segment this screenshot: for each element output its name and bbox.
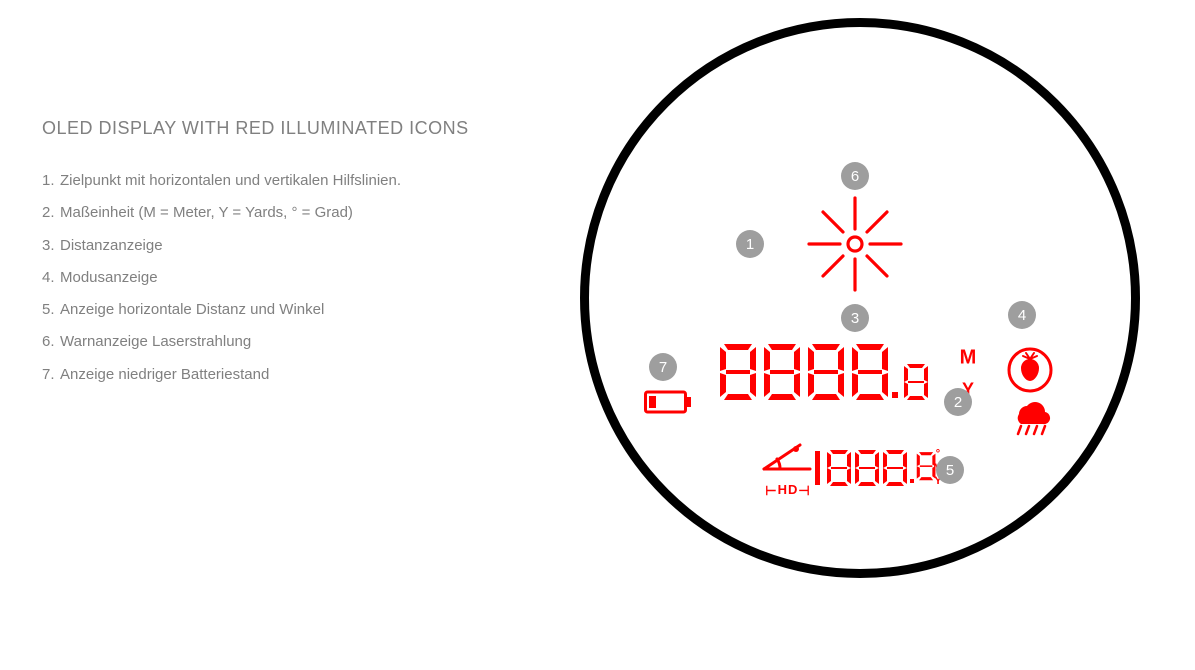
angle-icon [760, 439, 816, 485]
page-title: OLED DISPLAY WITH RED ILLUMINATED ICONS [42, 118, 542, 139]
legend-item: Anzeige horizontale Distanz und Winkel [60, 294, 542, 326]
legend-item: Warnanzeige Laserstrahlung [60, 326, 542, 358]
legend-item: Zielpunkt mit horizontalen und vertikale… [60, 165, 542, 197]
rain-mode-icon [1007, 396, 1053, 436]
callout-marker: 2 [944, 388, 972, 416]
oled-display: M Y ⊢HD⊣ ° M Y [580, 18, 1140, 578]
callout-marker: 1 [736, 230, 764, 258]
unit-meter-label: M [960, 347, 977, 370]
hd-label: ⊢HD⊣ [765, 482, 810, 498]
callout-marker: 5 [936, 456, 964, 484]
battery-low-icon [644, 388, 692, 416]
target-mode-icon [1006, 346, 1054, 394]
legend-item: Anzeige niedriger Batteriestand [60, 359, 542, 391]
sub-distance-readout [813, 449, 943, 491]
callout-marker: 7 [649, 353, 677, 381]
callout-marker: 3 [841, 304, 869, 332]
legend-item: Modusanzeige [60, 262, 542, 294]
legend-list: Zielpunkt mit horizontalen und vertikale… [42, 165, 542, 391]
legend-item: Distanzanzeige [60, 230, 542, 262]
sub-unit-deg: ° [936, 448, 940, 460]
reticle-icon [800, 189, 910, 299]
legend-item: Maßeinheit (M = Meter, Y = Yards, ° = Gr… [60, 197, 542, 229]
distance-readout [720, 342, 950, 406]
callout-marker: 6 [841, 162, 869, 190]
callout-marker: 4 [1008, 301, 1036, 329]
